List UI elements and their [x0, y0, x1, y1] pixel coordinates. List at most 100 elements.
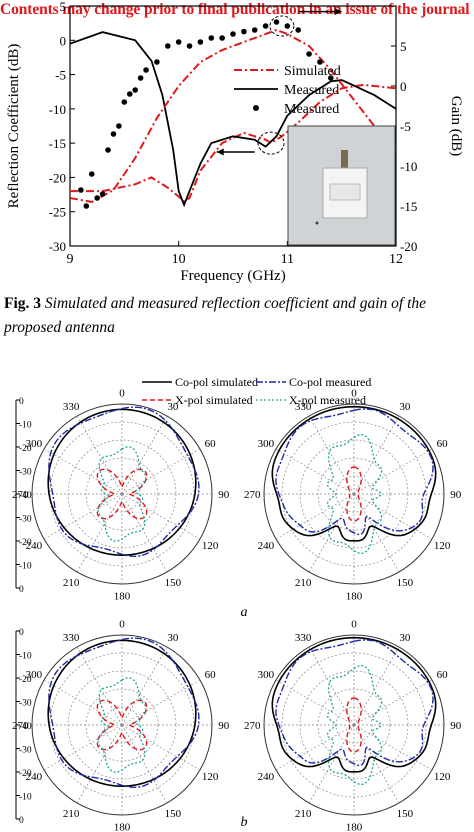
photo-speck	[315, 221, 319, 225]
y-right-tick-label: -5	[400, 119, 411, 134]
polar-angle-label: 150	[165, 577, 182, 589]
measured-gain-point	[251, 27, 258, 33]
reflection-arrowhead	[216, 148, 224, 156]
polar-angle-label: 120	[434, 771, 451, 783]
y-left-tick-label: 0	[60, 33, 67, 48]
polar-angle-label: 300	[26, 669, 43, 681]
polar-angle-label: 0	[119, 618, 125, 630]
polar-angle-label: 60	[437, 438, 449, 450]
polar-legend-label: Co-pol simulated	[175, 375, 258, 389]
polar-spoke	[43, 448, 123, 495]
polar-spoke	[353, 724, 433, 771]
y-left-tick-label: -20	[49, 170, 66, 185]
polar-plot: 0 30 60 90 120 150 180 210 240 270 300 330	[244, 387, 462, 602]
polar-plot: 0 30 60 90 120 150 180 210 240 270 300 330	[244, 618, 462, 832]
measured-gain-point	[88, 171, 95, 177]
radial-scale-label: -40	[19, 722, 32, 732]
figure-caption: Fig. 3 Simulated and measured reflection…	[4, 292, 472, 340]
polar-spoke	[43, 493, 123, 540]
polar-angle-label: 30	[399, 632, 411, 644]
antenna-photo	[287, 125, 396, 246]
polar-spoke	[76, 415, 123, 495]
polar-spoke	[121, 724, 168, 804]
polar-spoke	[275, 679, 355, 726]
y-right-tick-label: 0	[400, 79, 407, 94]
polar-trace	[346, 466, 362, 522]
y-right-tick-label: -15	[400, 199, 417, 214]
polar-spoke	[353, 646, 400, 726]
y-right-axis-label: Gain (dB)	[448, 96, 464, 156]
polar-angle-label: 120	[434, 540, 451, 552]
photo-border	[287, 125, 396, 246]
measured-gain-point	[186, 43, 193, 49]
y-left-axis-label: Reflection Coefficient (dB)	[6, 44, 22, 209]
radial-scale-label: -20	[19, 538, 32, 548]
polar-angle-label: 210	[63, 577, 80, 589]
polar-angle-label: 330	[295, 632, 312, 644]
polar-spoke	[353, 679, 433, 726]
polar-angle-label: 30	[399, 401, 411, 413]
measured-gain-point	[197, 39, 204, 45]
polar-angle-label: 300	[26, 438, 43, 450]
photo-patch	[329, 183, 361, 201]
y-left-tick-label: -30	[49, 239, 66, 254]
polar-plot: 03060901201501802102402703003300-10-20-3…	[12, 618, 230, 832]
y-left-tick-label: 5	[60, 0, 67, 14]
radial-scale-label: -30	[19, 515, 32, 525]
measured-gain-point	[284, 23, 291, 29]
radial-scale-label: -20	[19, 769, 32, 779]
polar-figure: Co-pol simulated Co-pol measured X-pol sim…	[12, 375, 462, 832]
polar-spoke	[353, 493, 400, 573]
y-left-tick-label: -25	[49, 205, 66, 220]
polar-angle-label: 120	[202, 540, 219, 552]
measured-gain-point	[83, 203, 90, 209]
measured-gain-point	[219, 35, 225, 41]
x-tick-label: 11	[281, 252, 294, 267]
polar-spoke	[43, 724, 123, 771]
measured-gain-point	[295, 27, 302, 33]
polar-spoke	[76, 724, 123, 804]
polar-angle-label: 30	[167, 632, 179, 644]
polar-spoke	[353, 415, 400, 495]
radial-scale-label: -10	[19, 652, 32, 662]
photo-connector	[341, 150, 348, 168]
polar-angle-label: 180	[114, 591, 131, 603]
radial-scale-label: 0	[19, 628, 24, 638]
polar-spoke	[308, 415, 355, 495]
gain-callout-circle	[269, 15, 295, 37]
polar-angle-label: 0	[351, 387, 357, 399]
radial-scale-label: 0	[19, 397, 24, 407]
subfigure-label-a: a	[241, 605, 248, 620]
polar-angle-label: 180	[114, 822, 131, 832]
measured-gain-point	[273, 19, 280, 25]
measured-gain-point	[132, 87, 138, 93]
measured-gain-point	[208, 35, 215, 41]
caption-text: Simulated and measured reflection coeffi…	[4, 295, 427, 336]
radial-scale-label: 0	[19, 585, 24, 595]
polar-spoke	[308, 493, 355, 573]
polar-legend: Co-pol simulated Co-pol measured X-pol sim…	[142, 375, 371, 407]
y-left-tick-label: -5	[55, 68, 66, 83]
x-axis-label: Frequency (GHz)	[180, 268, 285, 284]
polar-trace	[48, 406, 200, 558]
chart-legend: Simulated Measured Measured	[234, 64, 341, 117]
y-right-tick-label: -10	[400, 159, 417, 174]
series-line-0	[70, 83, 397, 203]
measured-gain-point	[143, 67, 149, 73]
polar-angle-label: 270	[244, 489, 261, 501]
polar-angle-label: 150	[397, 577, 414, 589]
polar-trace	[271, 636, 437, 773]
gain-arrowhead	[334, 8, 342, 16]
polar-angle-label: 300	[258, 438, 275, 450]
measured-gain-point	[78, 187, 84, 193]
series-line-1	[69, 31, 397, 208]
subfigure-label-b: b	[241, 815, 248, 830]
measured-gain-point	[241, 28, 247, 35]
x-tick-label: 12	[389, 252, 403, 267]
polar-spoke	[121, 493, 201, 540]
polar-angle-label: 0	[351, 618, 357, 630]
polar-angle-label: 330	[63, 632, 80, 644]
measured-gain-point	[126, 91, 133, 97]
polar-spoke	[275, 493, 355, 540]
measured-gain-point	[99, 191, 106, 197]
